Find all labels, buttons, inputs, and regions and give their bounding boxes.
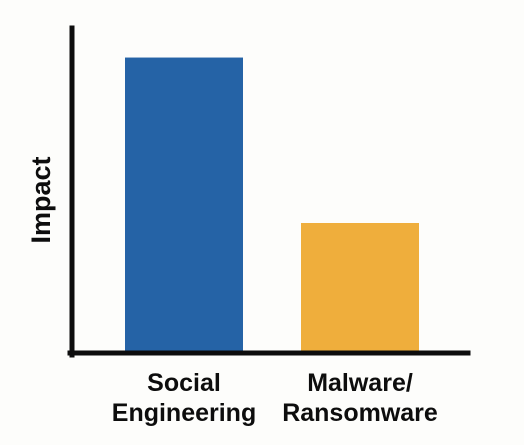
x-tick-labels: Social Engineering Malware/Ransomware: [112, 369, 438, 427]
x-tick-label-1-line-0: Malware/: [307, 369, 413, 397]
bar-1: [301, 223, 419, 353]
axes-group: [67, 25, 471, 358]
x-tick-label-0: Social Engineering: [112, 369, 256, 427]
x-tick-label-1-line-1: Ransomware: [282, 399, 438, 427]
bar-0: [125, 57, 243, 353]
y-axis-label: Impact: [26, 156, 56, 243]
x-tick-label-0-line-0: Social: [147, 369, 221, 397]
bars-group: [125, 57, 419, 353]
x-tick-label-1: Malware/Ransomware: [282, 369, 438, 427]
x-tick-label-0-line-1: Engineering: [112, 399, 256, 427]
